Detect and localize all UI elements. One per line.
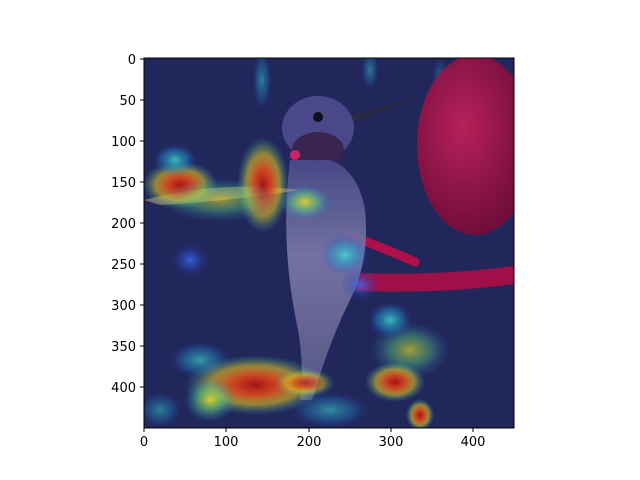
- feeder: [345, 58, 514, 292]
- x-tick-label: 400: [461, 435, 486, 450]
- y-tick-label: 250: [111, 258, 136, 273]
- x-tick-label: 0: [140, 435, 148, 450]
- x-tick-label: 200: [297, 435, 322, 450]
- y-tick-label: 50: [119, 94, 136, 109]
- hummingbird: [282, 96, 418, 400]
- x-tick-label: 300: [379, 435, 404, 450]
- y-tick-label: 150: [111, 176, 136, 191]
- x-tick-label: 100: [214, 435, 239, 450]
- axes-frame: [143, 57, 515, 429]
- y-tick-label: 0: [128, 53, 136, 68]
- attention-heatmap: [144, 137, 450, 428]
- x-axis: 0 100 200 300 400: [140, 428, 486, 450]
- heatmap-image: [144, 58, 514, 428]
- y-tick-label: 100: [111, 135, 136, 150]
- y-tick-label: 400: [111, 381, 136, 396]
- y-tick-label: 350: [111, 340, 136, 355]
- y-tick-label: 300: [111, 299, 136, 314]
- y-axis: 0 50 100 150 200 250 300 350 400: [111, 53, 144, 396]
- y-tick-label: 200: [111, 217, 136, 232]
